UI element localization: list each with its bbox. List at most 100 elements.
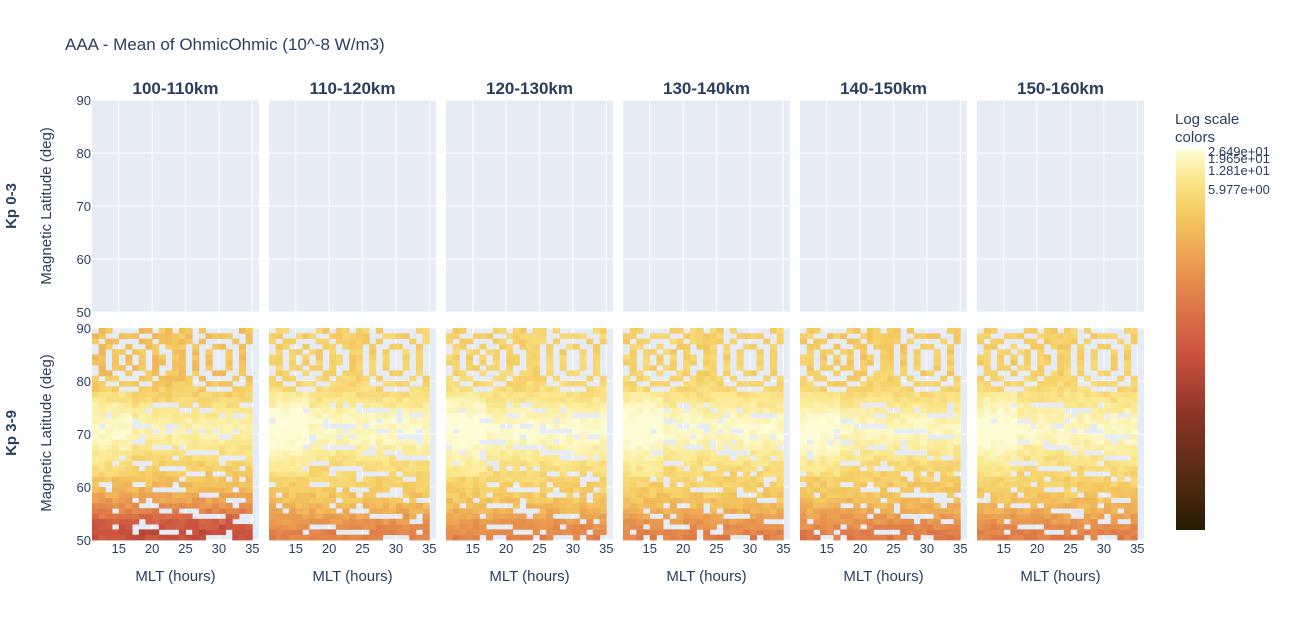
heatmap-cell — [172, 428, 180, 435]
heatmap-cell — [723, 508, 731, 514]
heatmap-cell — [716, 518, 724, 525]
heatmap-cell — [225, 359, 233, 366]
heatmap-cell — [526, 534, 534, 541]
heatmap-cell — [1030, 396, 1038, 403]
heatmap-cell — [409, 460, 417, 467]
colorbar: Log scale colors 2.649e+011.965e+011.281… — [1175, 111, 1270, 530]
heatmap-cell — [472, 349, 480, 355]
heatmap-cell — [1003, 418, 1011, 424]
heatmap-cell — [1050, 412, 1058, 419]
heatmap-cell — [335, 386, 343, 392]
heatmap-cell — [362, 338, 370, 345]
heatmap-cell — [289, 439, 297, 445]
heatmap-cell — [409, 534, 417, 541]
heatmap-cell — [362, 455, 370, 461]
heatmap-cell — [572, 524, 580, 530]
heatmap-cell — [1030, 444, 1038, 451]
heatmap-cell — [860, 386, 868, 392]
heatmap-cell — [212, 396, 220, 403]
heatmap-cell — [1043, 391, 1051, 398]
heatmap-cell — [846, 402, 854, 408]
heatmap-cell — [1057, 343, 1065, 350]
heatmap-cell — [656, 444, 664, 451]
heatmap-cell — [977, 455, 985, 461]
heatmap-cell — [933, 391, 941, 398]
heatmap-cell — [873, 502, 881, 509]
heatmap-cell — [232, 481, 240, 488]
heatmap-cell — [452, 534, 460, 541]
heatmap-cell — [1043, 460, 1051, 467]
heatmap-cell — [913, 396, 921, 403]
heatmap-cell — [592, 502, 601, 509]
heatmap-cell — [820, 407, 828, 414]
heatmap-cell — [566, 465, 574, 472]
heatmap-cell — [118, 460, 126, 467]
heatmap-cell — [1077, 524, 1085, 530]
heatmap-cell — [526, 370, 534, 377]
heatmap-cell — [466, 423, 474, 430]
heatmap-cell — [92, 492, 100, 498]
heatmap-cell — [178, 524, 186, 530]
heatmap-cell — [663, 391, 671, 398]
heatmap-cell — [1037, 396, 1045, 403]
heatmap-cell — [98, 518, 106, 525]
heatmap-cell — [729, 518, 737, 525]
heatmap-cell — [232, 375, 240, 382]
heatmap-cell — [800, 359, 808, 366]
heatmap-cell — [342, 449, 350, 456]
heatmap-cell — [1090, 492, 1098, 498]
heatmap-cell — [1063, 370, 1071, 377]
heatmap-cell — [900, 396, 908, 403]
heatmap-cell — [776, 524, 784, 530]
heatmap-cell — [512, 386, 520, 392]
heatmap-cell — [218, 465, 226, 472]
heatmap-cell — [389, 471, 397, 477]
heatmap-cell — [546, 508, 554, 514]
heatmap-cell — [486, 534, 494, 541]
heatmap-cell — [953, 481, 961, 488]
heatmap-cell — [178, 333, 186, 339]
heatmap-cell — [1097, 333, 1105, 339]
heatmap-cell — [756, 449, 764, 456]
heatmap-cell — [1050, 497, 1058, 504]
heatmap-cell — [342, 434, 350, 440]
heatmap-cell — [946, 524, 955, 530]
heatmap-cell — [519, 455, 527, 461]
heatmap-cell — [1050, 391, 1058, 398]
heatmap-cell — [92, 460, 100, 467]
heatmap-cell — [165, 481, 173, 488]
heatmap-cell — [1130, 338, 1138, 345]
heatmap-cell — [990, 502, 998, 509]
heatmap-cell — [729, 524, 737, 530]
heatmap-cell — [669, 444, 677, 451]
heatmap-cell — [539, 518, 547, 525]
heatmap-cell — [736, 508, 744, 514]
heatmap-cell — [709, 333, 717, 339]
heatmap-cell — [132, 402, 140, 408]
heatmap-cell — [643, 487, 651, 493]
x-tick-label: 25 — [886, 541, 900, 556]
heatmap-cell — [649, 471, 657, 477]
heatmap-cell — [1037, 487, 1045, 493]
heatmap-cell — [592, 370, 601, 377]
heatmap-cell — [689, 338, 697, 345]
heatmap-cell — [629, 370, 637, 377]
heatmap-cell — [833, 407, 841, 414]
heatmap-cell — [769, 418, 778, 424]
heatmap-cell — [1130, 412, 1138, 419]
heatmap-cell — [977, 444, 985, 451]
heatmap-cell — [806, 428, 814, 435]
heatmap-cell — [743, 518, 751, 525]
heatmap-cell — [813, 412, 821, 419]
heatmap-cell — [105, 492, 113, 498]
heatmap-cell — [282, 471, 290, 477]
heatmap-cell — [806, 343, 814, 350]
heatmap-cell — [716, 328, 724, 334]
heatmap-cell — [369, 439, 377, 445]
heatmap-cell — [165, 328, 173, 334]
heatmap-cell — [566, 407, 574, 414]
heatmap-cell — [689, 449, 697, 456]
heatmap-cell — [599, 508, 607, 514]
heatmap-cell — [703, 534, 711, 541]
heatmap-cell — [92, 396, 100, 403]
